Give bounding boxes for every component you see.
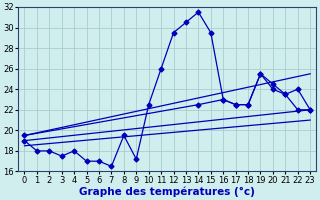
X-axis label: Graphe des températures (°c): Graphe des températures (°c) — [79, 186, 255, 197]
